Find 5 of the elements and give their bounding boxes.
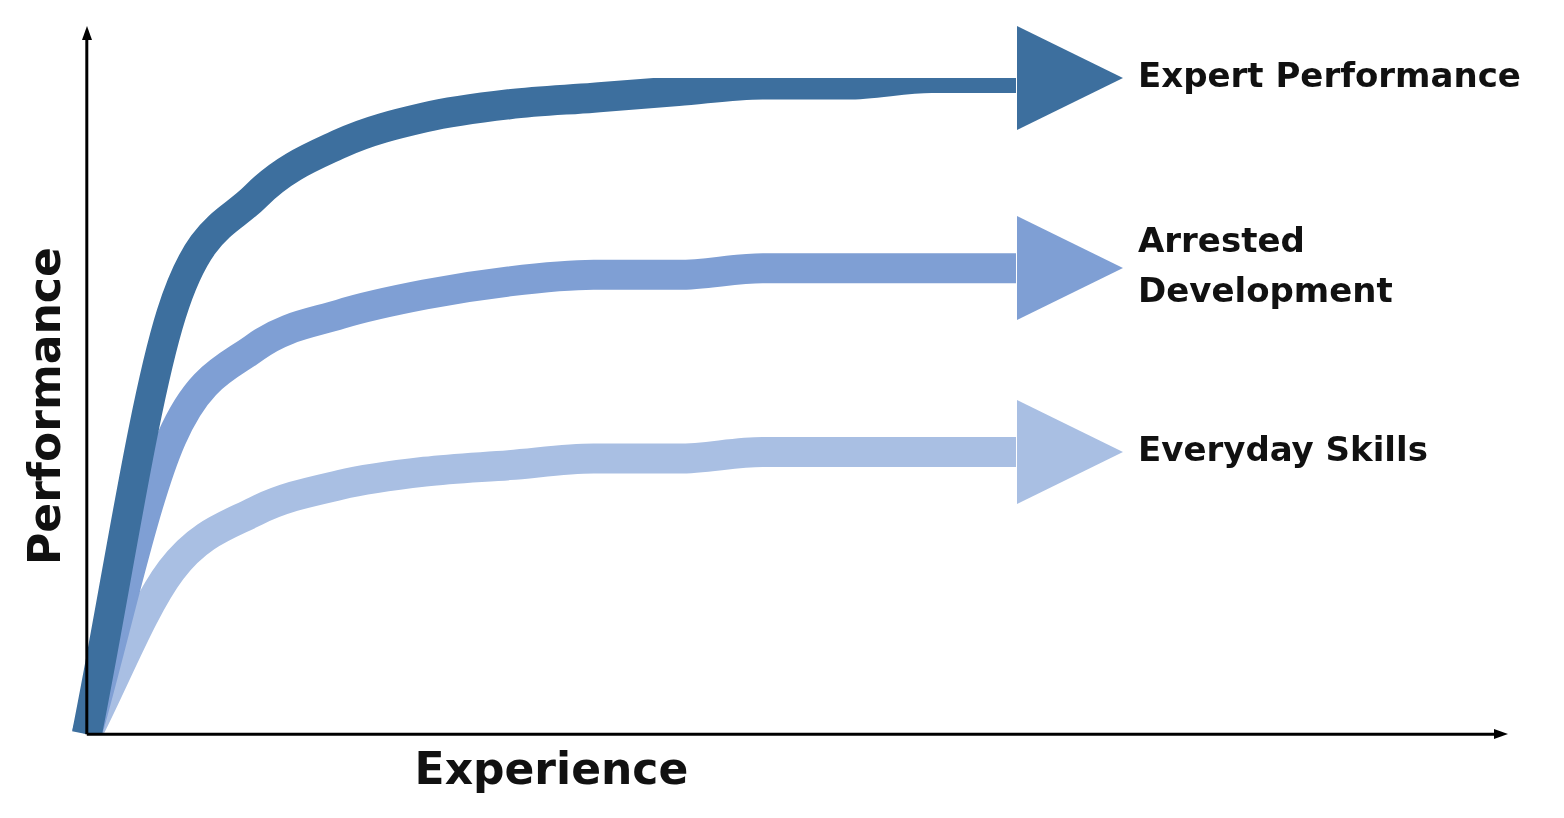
text: Everyday Skills [1138, 428, 1428, 469]
text: Arrested Development [1138, 220, 1393, 311]
y-axis-title: Performance [18, 247, 70, 565]
text: Expert Performance [1138, 54, 1521, 95]
x-axis-title: Experience [414, 743, 689, 795]
